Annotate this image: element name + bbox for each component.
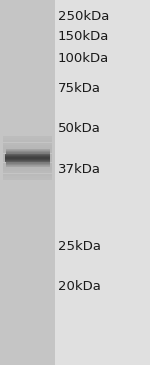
Bar [3,172,52,173]
Text: 250kDa: 250kDa [58,10,109,23]
Text: 25kDa: 25kDa [58,240,101,253]
Bar [3,147,52,149]
Text: 37kDa: 37kDa [58,163,101,176]
Bar [3,160,52,162]
Bar [55,0,150,365]
Bar [3,174,52,176]
Bar [3,138,52,140]
Bar [3,165,52,167]
Text: 75kDa: 75kDa [58,82,101,95]
Text: 150kDa: 150kDa [58,30,109,43]
Bar [3,151,52,153]
Bar [3,158,52,160]
Bar [3,149,52,151]
Bar [3,178,52,180]
Bar [3,176,52,178]
Bar [3,169,52,171]
Bar [3,141,52,142]
Text: 20kDa: 20kDa [58,280,101,293]
Bar [3,162,52,165]
Bar [3,143,52,145]
Text: 50kDa: 50kDa [58,122,101,135]
Bar [3,154,52,156]
Bar [3,145,52,147]
Bar [3,136,52,138]
Bar [3,156,52,158]
Text: 100kDa: 100kDa [58,52,109,65]
Bar [3,167,52,169]
Bar [0,0,55,365]
